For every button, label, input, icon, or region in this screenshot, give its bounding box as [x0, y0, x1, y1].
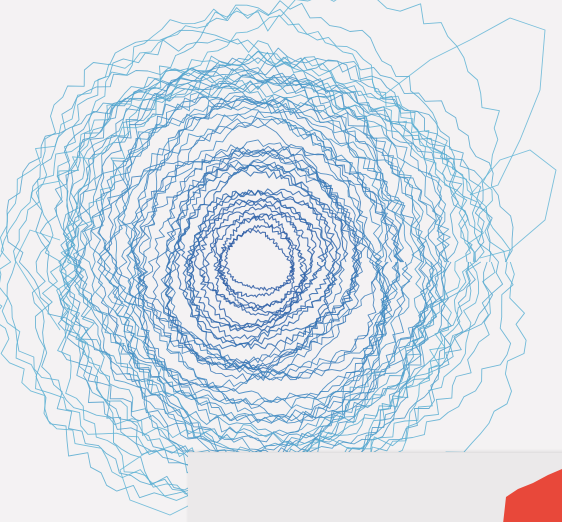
ring-line [112, 74, 405, 459]
ring-line [186, 190, 338, 340]
ring-line [176, 163, 341, 371]
ring-line [164, 159, 362, 370]
ring-line [69, 95, 427, 409]
ring-line [31, 51, 514, 491]
ring-line [6, 85, 476, 472]
ring-line [54, 67, 451, 495]
ring-line [166, 148, 361, 382]
ring-line [117, 95, 403, 443]
ring-line [137, 139, 389, 392]
ring-line [126, 98, 385, 424]
outer-strand [119, 449, 201, 516]
ring-line [68, 68, 425, 486]
ring-line [57, 47, 450, 461]
ring-line [217, 223, 295, 298]
ring-line [74, 57, 438, 462]
ring-line [79, 78, 450, 451]
ring-line [108, 117, 411, 389]
ring-line [59, 72, 452, 440]
ring-line [164, 169, 359, 350]
ring-line [88, 98, 441, 425]
ring-line [194, 212, 317, 317]
ring-line [174, 188, 349, 346]
ring-line [186, 189, 337, 330]
ring-line [58, 56, 459, 480]
ring-line [151, 145, 363, 367]
ring-line [134, 95, 390, 409]
overlay-panel [188, 452, 562, 522]
ring-line [130, 99, 389, 418]
ring-line [209, 200, 313, 328]
ring-line [214, 211, 308, 311]
ring-line [165, 148, 348, 371]
ring-line [6, 51, 514, 450]
outer-strand [379, 17, 546, 196]
ring-line [97, 108, 394, 403]
ring-line [56, 38, 485, 508]
outer-strand [14, 229, 61, 331]
ring-line [137, 124, 393, 379]
red-accent-shape [503, 469, 562, 522]
ring-line [106, 159, 402, 381]
outer-strand [469, 149, 557, 259]
ring-line [62, 79, 485, 482]
ring-line [34, 0, 476, 501]
